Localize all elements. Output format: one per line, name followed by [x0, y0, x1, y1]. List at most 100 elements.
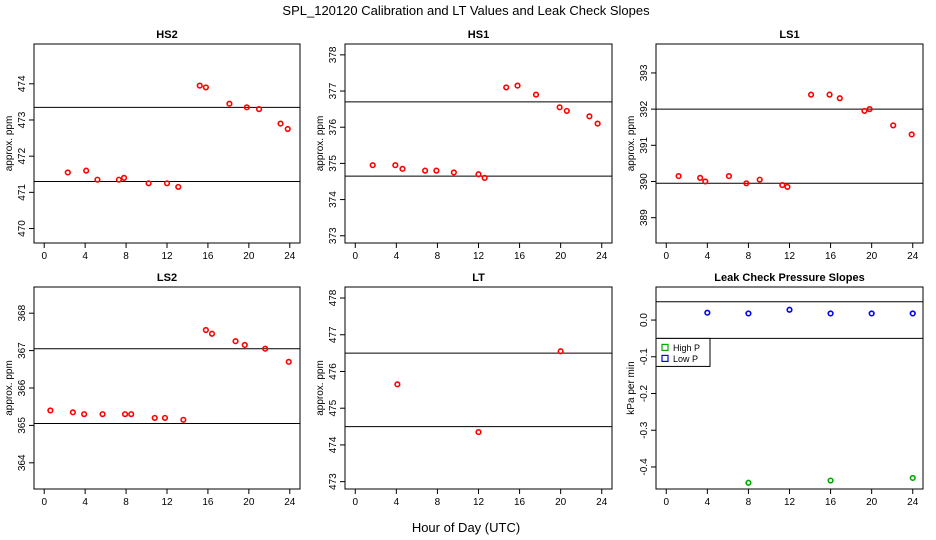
y-tick-label: -0.4 — [639, 458, 650, 476]
x-tick-label: 12 — [161, 497, 173, 508]
data-point — [503, 84, 510, 91]
data-point — [743, 180, 750, 187]
data-point — [285, 358, 292, 365]
y-tick-label: -0.3 — [639, 421, 650, 439]
figure-xlabel: Hour of Day (UTC) — [412, 520, 520, 535]
y-tick-label: 392 — [639, 100, 650, 117]
data-point-low-p — [704, 309, 711, 316]
x-tick-label: 0 — [352, 497, 358, 508]
x-tick-label: 16 — [202, 251, 214, 262]
data-point — [151, 414, 158, 422]
x-tick-label: 0 — [663, 251, 669, 262]
x-tick-label: 16 — [514, 497, 526, 508]
x-tick-label: 16 — [514, 251, 526, 262]
data-point — [277, 120, 284, 127]
x-tick-label: 4 — [82, 497, 88, 508]
x-tick-label: 24 — [907, 251, 919, 262]
y-tick-label: 367 — [17, 342, 28, 359]
plot-frame — [655, 286, 924, 490]
data-point — [226, 100, 233, 107]
y-tick-label: 393 — [639, 64, 650, 81]
panel-title: HS2 — [156, 29, 177, 41]
data-point — [702, 178, 709, 185]
y-tick-label: 472 — [17, 147, 28, 164]
panel-title: LT — [472, 272, 485, 284]
x-tick-label: 16 — [825, 497, 837, 508]
plot-frame — [33, 43, 301, 244]
x-tick-label: 8 — [435, 497, 441, 508]
data-point — [83, 167, 90, 174]
y-tick-label: 377 — [328, 82, 339, 99]
y-tick-label: -0.2 — [639, 384, 650, 402]
data-point — [243, 104, 250, 111]
panel-ls2: LS2 0 4 8 12 16 20 24 364 365 366 367 368 approx. ppm — [4, 272, 301, 508]
x-tick-label: 8 — [123, 497, 129, 508]
data-point — [392, 162, 399, 169]
x-tick-label: 20 — [243, 251, 255, 262]
data-point — [180, 416, 187, 423]
panel-hs1: HS1 0 4 8 12 16 20 24 373 374 375 376 377 378 approx. … — [315, 29, 613, 262]
data-point-high-p — [827, 477, 834, 484]
x-tick-label: 20 — [243, 497, 255, 508]
data-point — [121, 411, 129, 418]
data-point-low-p — [909, 310, 916, 317]
x-tick-label: 0 — [663, 497, 669, 508]
data-point — [94, 176, 101, 183]
x-tick-label: 12 — [784, 251, 796, 262]
y-axis-label: approx. ppm — [626, 116, 637, 172]
data-point — [475, 171, 482, 178]
x-tick-label: 12 — [784, 497, 796, 508]
data-point — [284, 125, 291, 133]
legend-label: Low P — [673, 354, 698, 364]
data-point-low-p — [827, 310, 834, 317]
data-point — [208, 330, 216, 337]
y-tick-label: 473 — [328, 473, 339, 490]
y-tick-label: 366 — [17, 379, 28, 396]
data-point — [64, 169, 71, 176]
x-tick-label: 0 — [352, 251, 358, 262]
data-point — [69, 409, 76, 416]
x-tick-label: 24 — [907, 497, 919, 508]
data-point — [399, 165, 406, 172]
data-point — [128, 411, 135, 418]
data-point — [556, 104, 563, 111]
y-tick-label: 470 — [17, 220, 28, 237]
plot-frame — [33, 286, 301, 490]
data-point — [422, 167, 429, 174]
data-point — [202, 84, 209, 91]
data-point — [557, 348, 564, 355]
y-tick-label: 475 — [328, 399, 339, 416]
y-tick-label: 375 — [328, 155, 339, 172]
y-tick-label: 368 — [17, 304, 28, 321]
legend-label: High P — [673, 343, 700, 353]
data-point — [120, 174, 128, 181]
data-point — [115, 176, 123, 183]
figure-title: SPL_120120 Calibration and LT Values and… — [282, 3, 650, 18]
data-point — [890, 122, 897, 129]
x-tick-label: 20 — [555, 497, 567, 508]
data-point — [908, 131, 915, 138]
x-tick-label: 12 — [161, 251, 173, 262]
y-tick-label: 474 — [17, 75, 28, 92]
y-tick-label: 390 — [639, 173, 650, 190]
data-point — [866, 106, 873, 113]
data-point-low-p — [786, 306, 793, 313]
x-tick-label: 20 — [555, 251, 567, 262]
panel-ls1: LS1 0 4 8 12 16 20 24 389 390 391 392 393 approx. ppm — [626, 29, 924, 262]
data-point — [202, 326, 209, 334]
data-point — [697, 174, 704, 181]
x-tick-label: 4 — [394, 251, 400, 262]
y-tick-label: 364 — [17, 454, 28, 471]
data-point — [861, 107, 868, 115]
data-point — [433, 167, 440, 174]
y-tick-label: -0.1 — [639, 348, 650, 366]
x-tick-label: 4 — [394, 497, 400, 508]
plot-frame — [655, 43, 924, 244]
data-point — [161, 414, 169, 422]
data-point-low-p — [868, 310, 875, 317]
data-point — [241, 341, 248, 349]
y-axis-label: approx. ppm — [315, 360, 326, 416]
data-point — [262, 345, 269, 352]
x-tick-label: 8 — [746, 251, 752, 262]
y-tick-label: 389 — [639, 209, 650, 226]
